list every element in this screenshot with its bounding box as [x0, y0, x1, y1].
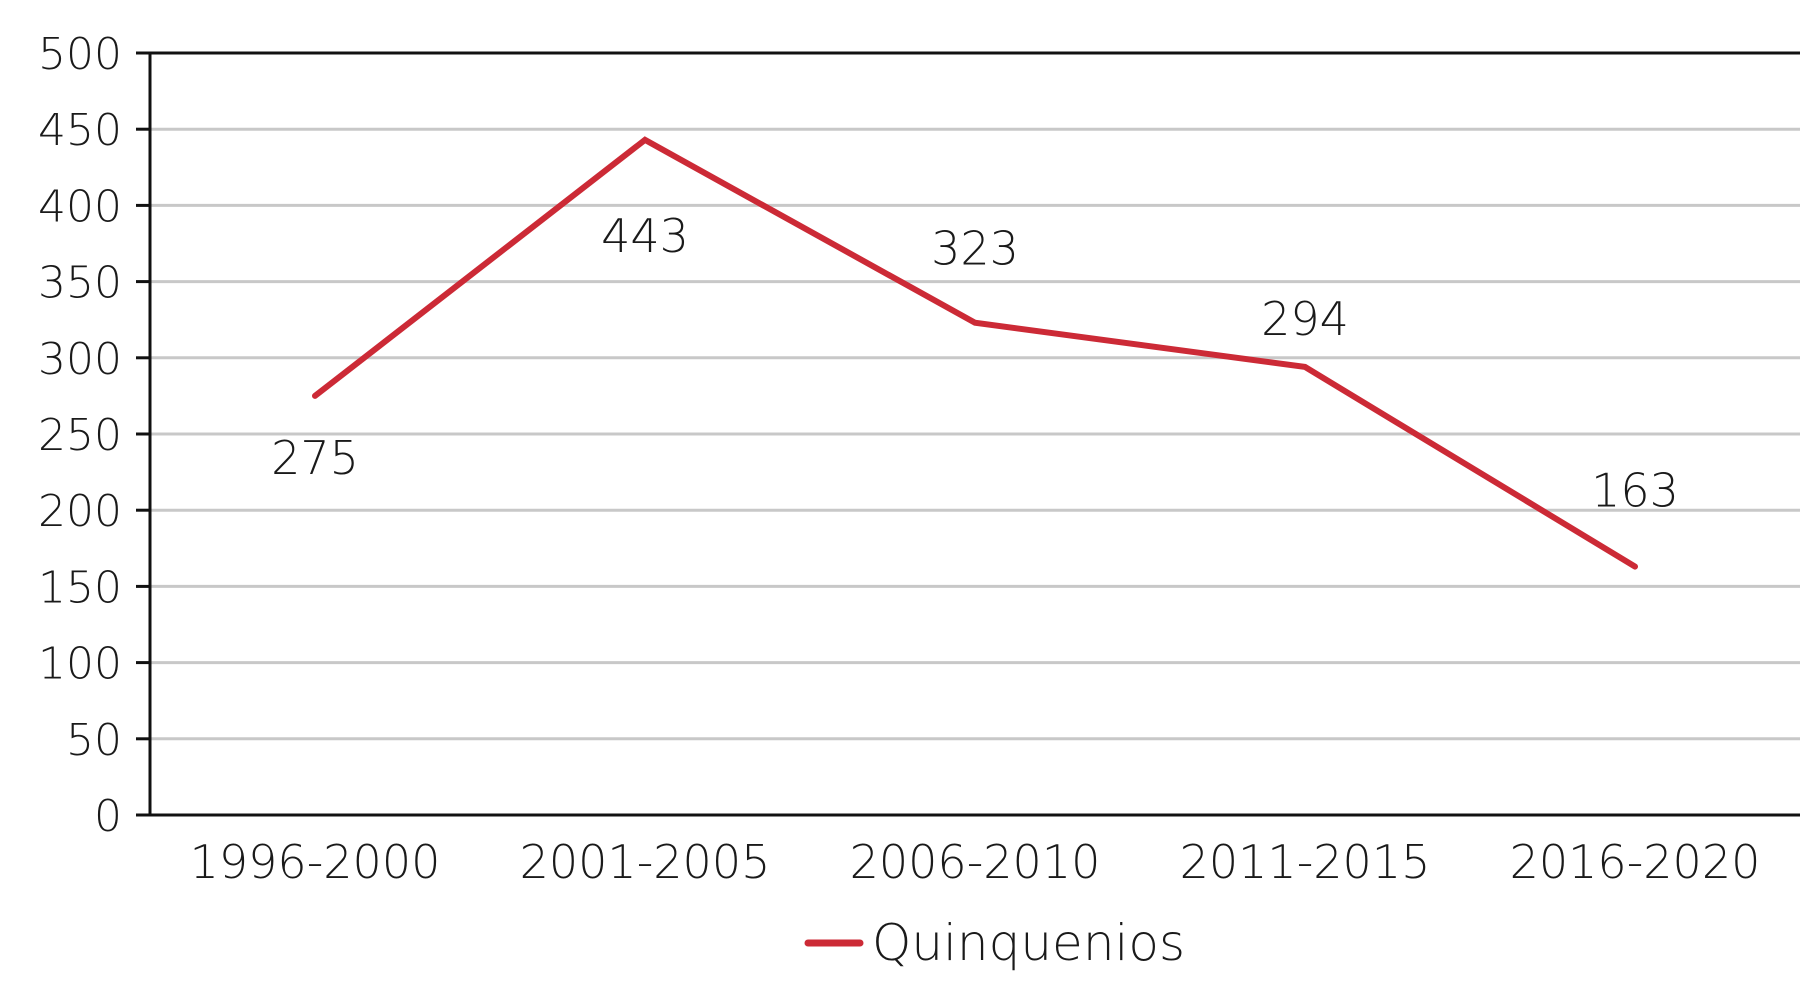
series-layer: [312, 136, 1638, 570]
y-tick-label: 0: [94, 791, 122, 842]
y-tick-label: 200: [38, 486, 122, 537]
data-label: 275: [271, 431, 359, 485]
data-label: 294: [1261, 292, 1349, 346]
x-tick-labels: 1996-2000 2001-2005 2006-2010 2011-2015 2016…: [190, 835, 1761, 889]
data-labels: 275 443 323 294 163: [271, 209, 1679, 518]
data-label: 163: [1591, 464, 1679, 518]
x-tick-label: 2001-2005: [520, 835, 771, 889]
x-tick-label: 1996-2000: [190, 835, 441, 889]
x-tick-label: 2016-2020: [1510, 835, 1761, 889]
y-tick-label: 150: [38, 562, 122, 613]
legend-label: Quinquenios: [872, 914, 1185, 972]
y-tick-labels: 0 50 100 150 200 250 300 350 400 450 500: [38, 29, 150, 842]
y-tick-label: 350: [38, 258, 122, 309]
y-tick-label: 300: [38, 334, 122, 385]
x-tick-label: 2006-2010: [850, 835, 1101, 889]
y-tick-label: 450: [38, 105, 122, 156]
y-tick-label: 50: [66, 715, 122, 766]
y-tick-label: 100: [38, 639, 122, 690]
y-tick-label: 500: [38, 29, 122, 80]
data-label: 323: [931, 222, 1019, 276]
y-tick-label: 400: [38, 181, 122, 232]
x-tick-label: 2011-2015: [1180, 835, 1431, 889]
legend: Quinquenios: [804, 914, 1185, 972]
y-tick-label: 250: [38, 410, 122, 461]
data-label: 443: [601, 209, 689, 263]
series-line: [312, 136, 1638, 570]
gridlines: [150, 127, 1800, 741]
